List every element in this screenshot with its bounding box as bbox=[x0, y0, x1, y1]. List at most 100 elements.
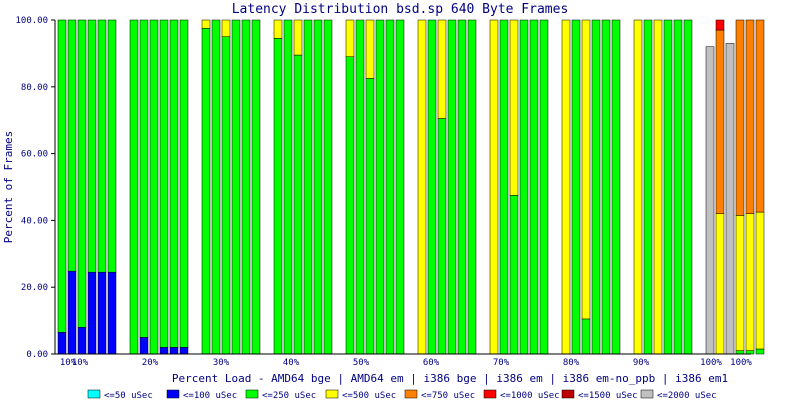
bar-segment bbox=[149, 19, 159, 355]
x-tick-label: 100% bbox=[730, 358, 752, 368]
x-tick-label: 10% bbox=[72, 358, 89, 368]
bars-group bbox=[57, 19, 765, 355]
x-tick-label: 30% bbox=[213, 358, 230, 368]
bar-segment bbox=[437, 19, 447, 119]
bar-segment bbox=[221, 19, 231, 37]
bar-segment bbox=[745, 350, 755, 355]
legend-swatch bbox=[325, 389, 339, 399]
x-tick-label: 100% bbox=[700, 358, 722, 368]
bar-segment bbox=[755, 348, 765, 355]
bar-segment bbox=[581, 19, 591, 320]
bar-segment bbox=[345, 56, 355, 355]
bar-segment bbox=[735, 19, 745, 216]
legend-label: <=500 uSec bbox=[342, 391, 396, 400]
bar-segment bbox=[653, 19, 663, 355]
x-ticks-group: 10%10% 20% 30% 40% 50% 60% 70% 80% 90% 100% 100% bbox=[60, 358, 753, 368]
y-tick-label: 20.00 bbox=[21, 283, 48, 293]
bar-segment bbox=[67, 270, 77, 355]
legend-swatch bbox=[166, 389, 180, 399]
legend-swatch bbox=[87, 389, 101, 399]
bar-segment bbox=[365, 19, 375, 79]
bar-segment bbox=[683, 19, 693, 355]
bar-segment bbox=[725, 43, 735, 355]
y-tick-label: 80.00 bbox=[21, 83, 48, 93]
bar-segment bbox=[437, 118, 447, 355]
bar-segment bbox=[221, 36, 231, 355]
bar-segment bbox=[385, 19, 395, 355]
bar-segment bbox=[231, 19, 241, 355]
x-tick-label: 70% bbox=[493, 358, 510, 368]
legend: <=50 uSec <=100 uSec <=250 uSec <=500 uSec <… bbox=[87, 389, 717, 400]
bar-segment bbox=[755, 19, 765, 213]
bar-segment bbox=[705, 46, 715, 355]
bar-segment bbox=[643, 19, 653, 355]
bar-segment bbox=[427, 19, 437, 355]
bar-segment bbox=[663, 19, 673, 355]
x-tick-label: 40% bbox=[283, 358, 300, 368]
bar-segment bbox=[303, 19, 313, 355]
bar-segment bbox=[755, 211, 765, 350]
bar-segment bbox=[129, 19, 139, 355]
bar-segment bbox=[87, 19, 97, 273]
legend-swatch bbox=[404, 389, 418, 399]
bar-segment bbox=[365, 78, 375, 355]
x-axis-label: Percent Load - AMD64 bge | AMD64 em | i3… bbox=[172, 372, 728, 385]
bar-segment bbox=[169, 19, 179, 348]
bar-segment bbox=[395, 19, 405, 355]
bar-segment bbox=[561, 19, 571, 355]
chart-title: Latency Distribution bsd.sp 640 Byte Fra… bbox=[232, 2, 569, 17]
bar-segment bbox=[251, 19, 261, 355]
x-tick-label: 50% bbox=[353, 358, 370, 368]
y-ticks-group: 0.00 20.00 40.00 60.00 80.00 100.00 bbox=[15, 16, 55, 360]
bar-segment bbox=[273, 38, 283, 355]
bar-segment bbox=[57, 332, 67, 355]
bar-segment bbox=[509, 195, 519, 355]
x-tick-label: 90% bbox=[633, 358, 650, 368]
y-tick-label: 60.00 bbox=[21, 150, 48, 160]
bar-segment bbox=[715, 213, 725, 355]
bar-segment bbox=[375, 19, 385, 355]
bar-segment bbox=[77, 327, 87, 355]
bar-segment bbox=[581, 318, 591, 355]
legend-label: <=250 uSec bbox=[262, 391, 316, 400]
bar-segment bbox=[201, 19, 211, 29]
bar-segment bbox=[539, 19, 549, 355]
bar-segment bbox=[745, 213, 755, 351]
bar-segment bbox=[283, 19, 293, 355]
bar-segment bbox=[529, 19, 539, 355]
legend-label: <=50 uSec bbox=[104, 391, 153, 400]
bar-segment bbox=[489, 19, 499, 355]
bar-segment bbox=[355, 19, 365, 355]
legend-label: <=2000 uSec bbox=[657, 391, 717, 400]
bar-segment bbox=[591, 19, 601, 355]
bar-segment bbox=[457, 19, 467, 355]
bar-segment bbox=[715, 29, 725, 214]
y-tick-label: 0.00 bbox=[26, 350, 48, 360]
legend-label: <=100 uSec bbox=[183, 391, 237, 400]
bar-segment bbox=[57, 19, 67, 333]
bar-segment bbox=[139, 19, 149, 338]
bar-segment bbox=[97, 19, 107, 273]
bar-segment bbox=[519, 19, 529, 355]
bar-segment bbox=[107, 19, 117, 273]
bar-segment bbox=[169, 347, 179, 355]
bar-segment bbox=[467, 19, 477, 355]
y-tick-label: 100.00 bbox=[15, 16, 48, 26]
bar-segment bbox=[211, 19, 221, 355]
legend-label: <=750 uSec bbox=[421, 391, 475, 400]
bar-segment bbox=[345, 19, 355, 57]
bar-segment bbox=[241, 19, 251, 355]
bar-segment bbox=[313, 19, 323, 355]
bar-segment bbox=[273, 19, 283, 39]
bar-segment bbox=[107, 271, 117, 355]
bar-segment bbox=[447, 19, 457, 355]
bar-segment bbox=[509, 19, 519, 196]
bar-segment bbox=[601, 19, 611, 355]
y-tick-label: 40.00 bbox=[21, 216, 48, 226]
bar-segment bbox=[87, 271, 97, 355]
bar-segment bbox=[323, 19, 333, 355]
bar-segment bbox=[201, 28, 211, 355]
bar-segment bbox=[159, 347, 169, 355]
bar-segment bbox=[139, 337, 149, 355]
